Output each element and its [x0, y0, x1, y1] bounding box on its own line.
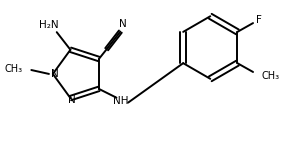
Text: N: N — [120, 19, 127, 29]
Text: CH₃: CH₃ — [4, 64, 23, 74]
Text: CH₃: CH₃ — [262, 71, 280, 81]
Text: N: N — [67, 95, 75, 105]
Text: F: F — [256, 15, 262, 25]
Text: H₂N: H₂N — [39, 20, 59, 30]
Text: NH: NH — [113, 96, 128, 106]
Text: N: N — [51, 69, 59, 79]
